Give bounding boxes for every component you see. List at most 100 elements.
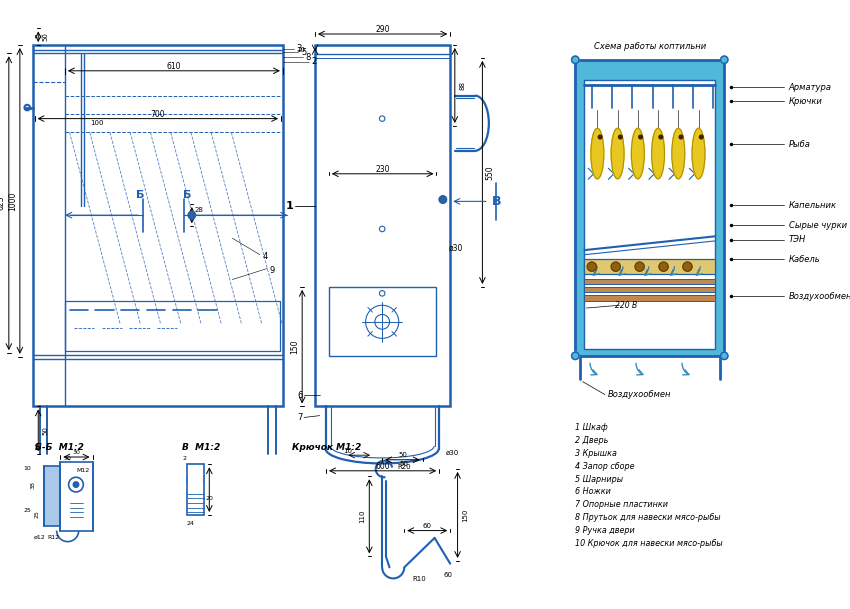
- Text: 50: 50: [400, 462, 409, 467]
- Ellipse shape: [652, 128, 665, 179]
- Text: 28: 28: [195, 206, 204, 213]
- Circle shape: [721, 352, 728, 359]
- Text: 8: 8: [306, 52, 311, 62]
- Bar: [33, 45, 283, 406]
- Text: 290: 290: [376, 25, 390, 34]
- Circle shape: [659, 135, 663, 139]
- Bar: [585, 259, 715, 274]
- Circle shape: [439, 196, 446, 203]
- Ellipse shape: [672, 128, 685, 179]
- Text: 30: 30: [72, 450, 81, 455]
- Text: 7: 7: [298, 413, 303, 422]
- Text: 600: 600: [376, 462, 390, 471]
- Text: 4: 4: [263, 252, 268, 261]
- Text: 5: 5: [301, 48, 307, 57]
- Text: 1: 1: [286, 201, 293, 211]
- Text: 623: 623: [0, 196, 6, 211]
- Bar: [187, 465, 204, 515]
- Text: 4 Запор сборе: 4 Запор сборе: [575, 462, 635, 471]
- Text: Схема работы коптильни: Схема работы коптильни: [593, 43, 706, 51]
- Text: Б: Б: [136, 190, 144, 200]
- Bar: [65, 301, 280, 351]
- Circle shape: [598, 135, 602, 139]
- Text: 1 Шкаф: 1 Шкаф: [575, 423, 608, 432]
- Text: 25: 25: [35, 510, 40, 518]
- Text: R20: R20: [398, 464, 411, 470]
- Circle shape: [700, 135, 703, 139]
- Circle shape: [571, 56, 579, 63]
- Text: 6 Ножки: 6 Ножки: [575, 487, 611, 496]
- Text: 25: 25: [23, 508, 31, 513]
- Text: R10: R10: [412, 576, 426, 582]
- Circle shape: [619, 135, 622, 139]
- Circle shape: [188, 211, 196, 219]
- Ellipse shape: [611, 128, 624, 179]
- Ellipse shape: [692, 128, 705, 179]
- Text: M12: M12: [76, 468, 90, 473]
- Text: 2 Дверь: 2 Дверь: [575, 436, 609, 445]
- Text: Арматура: Арматура: [789, 83, 831, 92]
- Text: 150: 150: [291, 339, 299, 354]
- Text: В  М1:2: В М1:2: [182, 443, 220, 452]
- Text: 1000: 1000: [8, 191, 17, 211]
- Bar: [585, 295, 715, 301]
- Circle shape: [611, 262, 620, 271]
- Text: ТЭН: ТЭН: [789, 236, 806, 244]
- Text: 5 Шарниры: 5 Шарниры: [575, 474, 623, 484]
- Text: Б-Б  М1:2: Б-Б М1:2: [35, 443, 83, 452]
- Text: 9 Ручка двери: 9 Ручка двери: [575, 526, 635, 535]
- Circle shape: [683, 262, 692, 271]
- Ellipse shape: [632, 128, 644, 179]
- Text: R12: R12: [48, 535, 60, 540]
- Bar: [60, 462, 93, 530]
- Text: 8 Прутьок для навески мясо-рыбы: 8 Прутьок для навески мясо-рыбы: [575, 513, 721, 522]
- Text: Б: Б: [183, 190, 191, 200]
- Text: 550: 550: [485, 165, 494, 180]
- Text: 60: 60: [422, 523, 432, 529]
- Bar: [575, 60, 724, 356]
- Circle shape: [638, 135, 643, 139]
- Text: 110: 110: [359, 510, 365, 523]
- Text: 230: 230: [376, 164, 390, 174]
- Text: ø30: ø30: [449, 244, 462, 253]
- Text: Крючки: Крючки: [789, 97, 823, 105]
- Bar: [44, 466, 60, 526]
- Text: Крючок М1:2: Крючок М1:2: [292, 443, 361, 452]
- Text: 3 Крышка: 3 Крышка: [575, 449, 617, 458]
- Circle shape: [659, 262, 668, 271]
- Text: 10: 10: [296, 47, 305, 52]
- Text: Сырые чурки: Сырые чурки: [789, 221, 847, 230]
- Text: 220 В: 220 В: [615, 301, 637, 310]
- Bar: [585, 287, 715, 292]
- Text: ø30: ø30: [445, 449, 459, 456]
- Circle shape: [192, 477, 199, 483]
- Text: 9: 9: [270, 266, 275, 275]
- Text: Воздухообмен: Воздухообмен: [608, 390, 671, 399]
- Text: 10: 10: [343, 448, 352, 454]
- Text: Кабель: Кабель: [789, 255, 820, 264]
- Circle shape: [679, 135, 683, 139]
- Text: 24: 24: [187, 521, 195, 526]
- Bar: [585, 80, 715, 348]
- Bar: [329, 287, 436, 356]
- Text: Воздухообмен: Воздухообмен: [789, 292, 850, 301]
- Text: 610: 610: [167, 62, 181, 71]
- Text: 150: 150: [462, 509, 468, 522]
- Text: 2: 2: [183, 456, 186, 462]
- Circle shape: [721, 56, 728, 63]
- Text: 50: 50: [42, 426, 48, 435]
- Text: В: В: [491, 195, 501, 208]
- Text: 3: 3: [297, 44, 302, 53]
- Text: 10 Крючок для навески мясо-рыбы: 10 Крючок для навески мясо-рыбы: [575, 539, 723, 548]
- Circle shape: [587, 262, 597, 271]
- Text: Рыба: Рыба: [789, 140, 811, 149]
- Text: ø12: ø12: [34, 535, 46, 540]
- Text: 100: 100: [90, 120, 104, 126]
- Text: 50: 50: [42, 32, 48, 41]
- Text: 60: 60: [444, 572, 453, 578]
- Text: 10: 10: [23, 465, 31, 471]
- Bar: [315, 45, 451, 406]
- Circle shape: [635, 262, 644, 271]
- Text: 20: 20: [206, 496, 213, 501]
- Text: 700: 700: [150, 110, 165, 119]
